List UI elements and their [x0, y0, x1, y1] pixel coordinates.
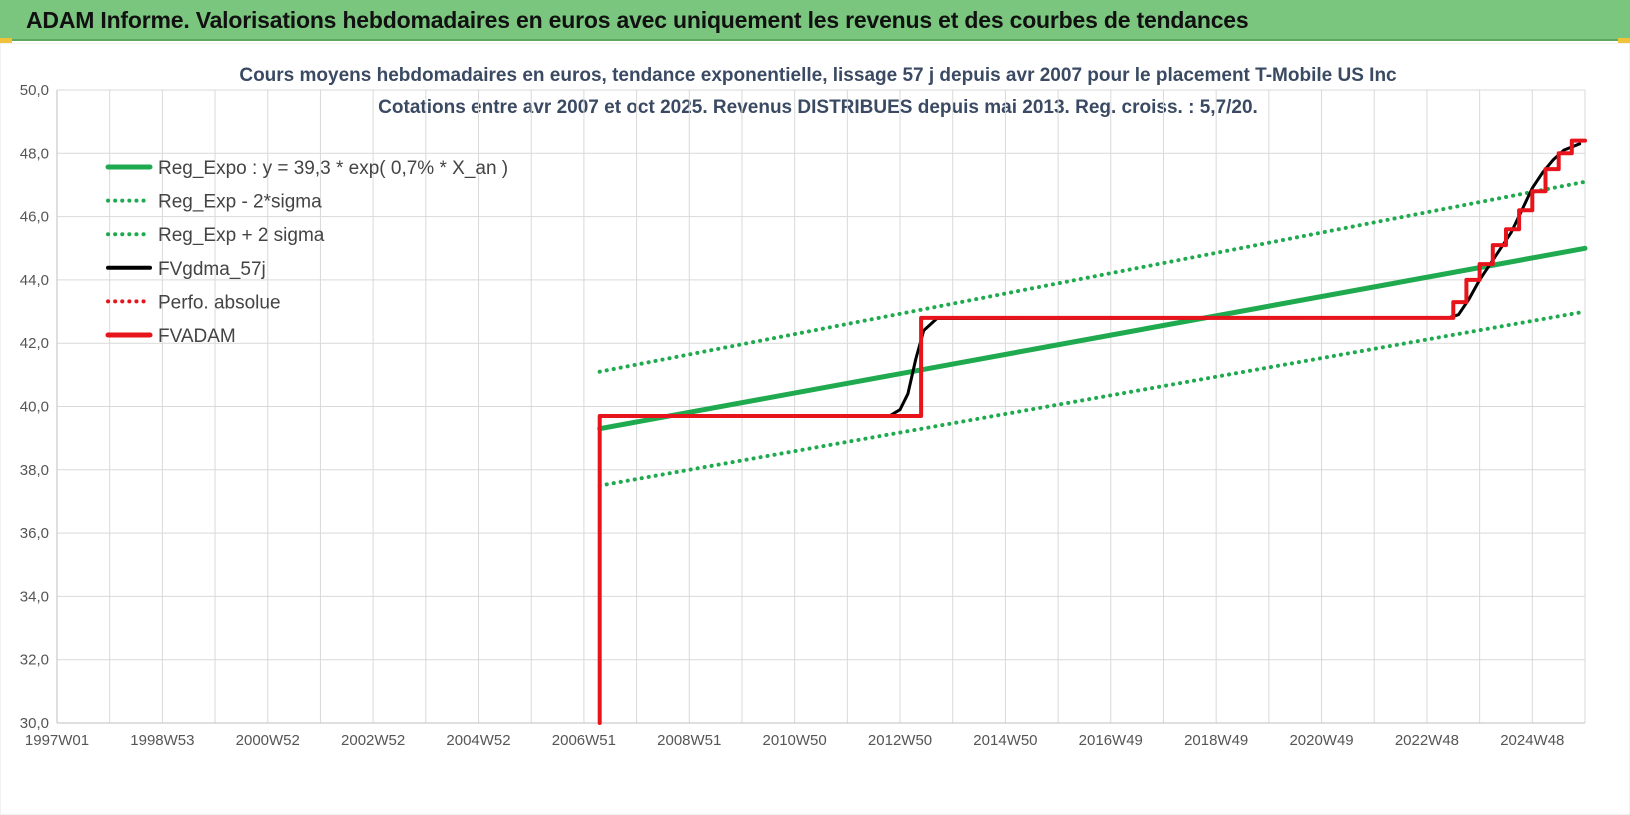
legend-label: FVADAM: [158, 326, 236, 347]
x-tick-label: 2010W50: [763, 732, 827, 749]
x-tick-label: 2016W49: [1079, 732, 1143, 749]
corner-marker-right: [1618, 38, 1630, 44]
x-tick-label: 2004W52: [446, 732, 510, 749]
y-tick-label: 40,0: [20, 399, 49, 416]
x-tick-label: 2006W51: [552, 732, 616, 749]
report-title: ADAM Informe. Valorisations hebdomadaire…: [26, 7, 1249, 33]
legend-label: Reg_Exp + 2 sigma: [158, 225, 325, 246]
axis-labels: 30,0 32,0 34,0 36,0 38,0 40,0 42,0 44,0 46,0 48,0…: [20, 82, 1565, 749]
y-tick-label: 42,0: [20, 335, 49, 352]
chart-subtitle: Cotations entre avr 2007 et oct 2025. Re…: [378, 97, 1258, 118]
series-layer: [597, 138, 1588, 725]
y-tick-label: 36,0: [20, 525, 49, 542]
x-tick-label: 2002W52: [341, 732, 405, 749]
x-tick-label: 2020W49: [1289, 732, 1353, 749]
chart-title: Cours moyens hebdomadaires en euros, ten…: [239, 65, 1397, 86]
x-tick-label: 2022W48: [1395, 732, 1459, 749]
y-tick-label: 50,0: [20, 82, 49, 99]
legend-label: Perfo. absolue: [158, 292, 281, 313]
series-line-0: [597, 245, 1588, 432]
chart-legend: Reg_Expo : y = 39,3 * exp( 0,7% * X_an )…: [105, 158, 508, 347]
x-tick-label: 1998W53: [130, 732, 194, 749]
x-tick-label: 2000W52: [236, 732, 300, 749]
series-line-2: [597, 179, 1587, 374]
chart-area: Cours moyens hebdomadaires en euros, ten…: [0, 43, 1630, 815]
corner-marker-left: [0, 38, 12, 44]
y-tick-label: 32,0: [20, 652, 49, 669]
y-tick-label: 44,0: [20, 272, 49, 289]
x-tick-label: 2008W51: [657, 732, 721, 749]
legend-label: Reg_Expo : y = 39,3 * exp( 0,7% * X_an ): [158, 158, 508, 179]
x-tick-label: 2014W50: [973, 732, 1037, 749]
x-tick-label: 2024W48: [1500, 732, 1564, 749]
y-tick-label: 34,0: [20, 588, 49, 605]
y-tick-label: 38,0: [20, 462, 49, 479]
legend-label: Reg_Exp - 2*sigma: [158, 192, 322, 213]
chart-grid: [56, 89, 1586, 724]
y-tick-label: 46,0: [20, 209, 49, 226]
y-tick-label: 30,0: [20, 715, 49, 732]
chart-frame: [0, 43, 1630, 815]
series-line-5: [597, 138, 1587, 725]
x-tick-label: 1997W01: [25, 732, 89, 749]
report-banner: ADAM Informe. Valorisations hebdomadaire…: [0, 0, 1630, 41]
series-line-3: [598, 142, 1582, 418]
x-tick-label: 2012W50: [868, 732, 932, 749]
x-tick-label: 2018W49: [1184, 732, 1248, 749]
y-tick-label: 48,0: [20, 145, 49, 162]
legend-label: FVgdma_57j: [158, 259, 266, 280]
